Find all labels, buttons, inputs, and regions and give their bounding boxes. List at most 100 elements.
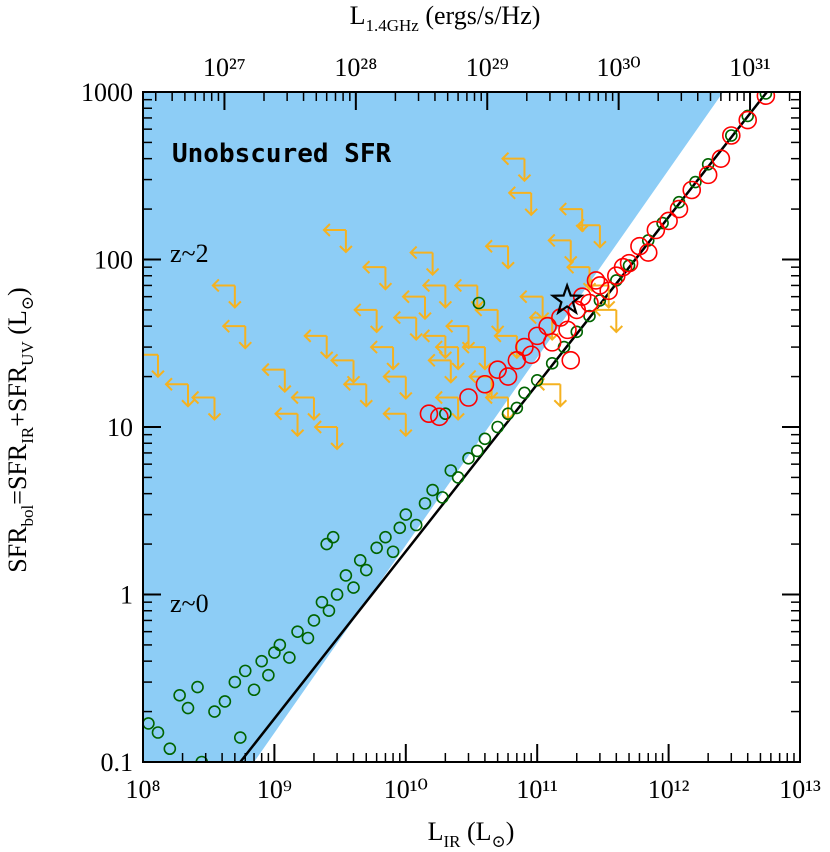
data-point	[493, 329, 524, 360]
y-tick-label: 1	[120, 581, 133, 610]
data-point	[303, 329, 334, 360]
data-point	[759, 92, 773, 100]
x-tick-label: 10¹¹	[516, 775, 558, 804]
data-point	[501, 151, 532, 183]
plot-area	[143, 92, 776, 762]
data-point	[698, 165, 718, 185]
data-point	[283, 651, 296, 664]
x2-axis-label-part: (ergs/s/Hz)	[419, 1, 541, 30]
data-point	[610, 274, 623, 287]
x2-tick-label: 10²⁷	[203, 53, 246, 82]
data-point	[638, 243, 658, 262]
data-point	[173, 689, 186, 702]
data-point	[315, 595, 329, 609]
y-axis-label-part: IR	[18, 426, 37, 444]
data-point	[445, 319, 476, 350]
data-point	[566, 260, 597, 291]
x2-axis-label-part: 1.4GHz	[365, 16, 419, 35]
data-point	[551, 308, 570, 327]
data-point	[409, 518, 423, 532]
data-point	[484, 390, 515, 421]
data-point	[545, 357, 559, 370]
data-point	[421, 278, 453, 309]
data-point	[164, 377, 195, 408]
data-point	[580, 293, 599, 313]
data-point	[630, 237, 649, 256]
data-point	[208, 705, 221, 718]
data-point	[659, 211, 678, 231]
x-axis-label-part: IR	[443, 832, 461, 851]
y-axis-label-part: )	[3, 287, 32, 296]
data-point	[518, 386, 531, 400]
x2-tick-label: 10³⁰	[597, 53, 641, 82]
x-tick-label: 10⁸	[125, 775, 160, 804]
data-point	[382, 407, 413, 438]
y-tick-label: 0.1	[101, 748, 134, 777]
annotation: z~2	[170, 239, 209, 268]
data-point	[362, 260, 393, 291]
data-point	[353, 303, 384, 334]
data-point	[191, 390, 222, 421]
data-point	[444, 464, 458, 477]
data-point	[488, 360, 507, 379]
data-point	[181, 701, 195, 715]
data-point	[510, 401, 524, 415]
data-point	[255, 654, 268, 668]
data-point	[238, 664, 252, 678]
data-point	[459, 388, 478, 407]
data-point	[409, 245, 440, 276]
data-point	[290, 390, 321, 421]
y-axis-label-part: UV	[18, 341, 37, 366]
data-point	[507, 186, 538, 217]
data-point	[386, 545, 400, 558]
data-point	[451, 471, 465, 484]
data-point	[721, 126, 741, 145]
data-point	[586, 271, 606, 290]
data-point	[619, 254, 639, 273]
data-point	[426, 483, 439, 497]
data-point	[427, 353, 458, 384]
y-axis-label-part: +SFR	[3, 365, 32, 427]
x-axis-label-part: ⊙	[492, 832, 506, 851]
data-point	[342, 377, 373, 408]
annotation: Unobscured SFR	[172, 139, 391, 169]
data-point	[320, 537, 333, 551]
data-point	[491, 420, 504, 434]
x2-tick-label: 10²⁸	[334, 53, 377, 82]
data-point	[738, 110, 758, 130]
data-point	[530, 374, 544, 387]
data-point	[322, 223, 353, 254]
data-point	[521, 345, 541, 364]
data-point	[558, 202, 589, 233]
data-point	[478, 432, 492, 446]
data-point	[307, 614, 321, 627]
data-point	[379, 530, 392, 544]
data-point	[434, 340, 465, 371]
data-point	[143, 717, 155, 730]
data-point	[221, 319, 252, 350]
data-point	[273, 638, 287, 652]
data-point	[326, 530, 340, 544]
data-point	[724, 129, 738, 142]
data-point	[436, 491, 449, 504]
data-point	[585, 278, 616, 309]
data-point	[369, 340, 400, 371]
data-point	[622, 259, 636, 272]
data-point	[689, 175, 702, 189]
y-axis-label: SFRbol=SFRIR+SFRUV (L⊙)	[3, 287, 37, 572]
data-point	[143, 353, 165, 379]
data-point	[561, 351, 581, 370]
data-point	[711, 149, 731, 168]
data-point	[393, 521, 407, 535]
y-tick-label: 10	[107, 413, 133, 442]
data-point	[474, 303, 505, 334]
data-point	[558, 320, 577, 340]
data-point	[274, 407, 305, 438]
x-tick-label: 10¹³	[779, 775, 821, 804]
x-axis-label-part: L	[428, 817, 444, 846]
data-point	[399, 508, 413, 521]
data-point	[330, 353, 361, 384]
x-axis-label-part: )	[506, 817, 515, 846]
